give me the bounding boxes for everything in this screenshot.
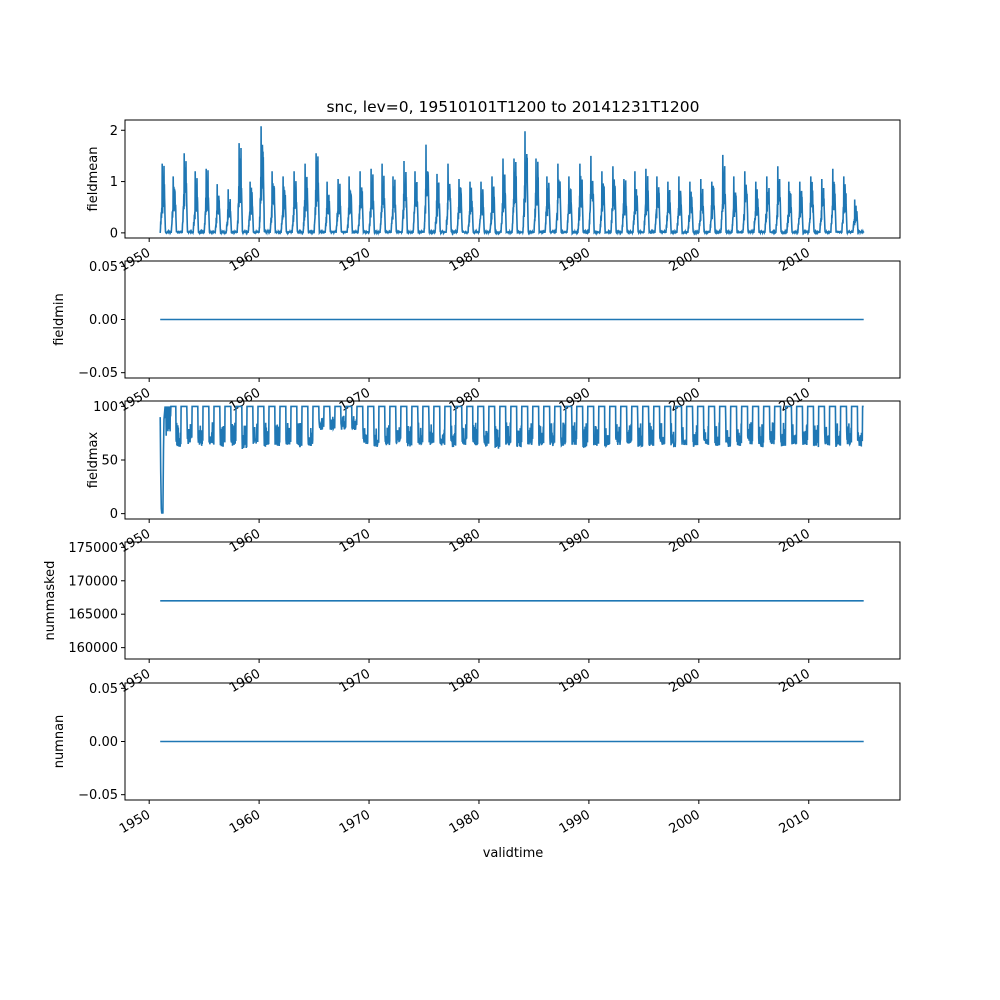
y-axis-label: fieldmin <box>52 293 67 346</box>
series-line-fieldmax <box>159 405 864 514</box>
y-axis-label: numnan <box>52 715 67 769</box>
y-tick-label: 0 <box>110 507 118 522</box>
y-tick-label: −0.05 <box>78 366 118 381</box>
y-axis-label: fieldmax <box>86 432 101 489</box>
y-tick-label: −0.05 <box>78 788 118 803</box>
y-tick-label: 160000 <box>68 641 118 656</box>
y-tick-label: 50 <box>101 454 118 469</box>
y-tick-label: 100 <box>93 400 118 415</box>
x-axis-label: validtime <box>483 846 544 861</box>
y-tick-label: 0.00 <box>89 735 118 750</box>
y-tick-label: 0.05 <box>89 682 118 697</box>
axes-frame <box>124 541 901 660</box>
y-tick-label: 0 <box>110 226 118 241</box>
y-tick-label: 165000 <box>68 608 118 623</box>
y-tick-label: 175000 <box>68 541 118 556</box>
axes-frame <box>124 119 901 239</box>
series-line-fieldmean <box>159 126 865 236</box>
y-tick-label: 170000 <box>68 574 118 589</box>
y-tick-label: 0.00 <box>89 313 118 328</box>
y-axis-label: nummasked <box>43 561 58 641</box>
y-tick-label: 1 <box>110 175 118 190</box>
y-tick-label: 0.05 <box>89 260 118 275</box>
chart-title: snc, lev=0, 19510101T1200 to 20141231T12… <box>326 98 699 116</box>
y-tick-label: 2 <box>110 124 118 139</box>
y-axis-label: fieldmean <box>86 147 101 212</box>
